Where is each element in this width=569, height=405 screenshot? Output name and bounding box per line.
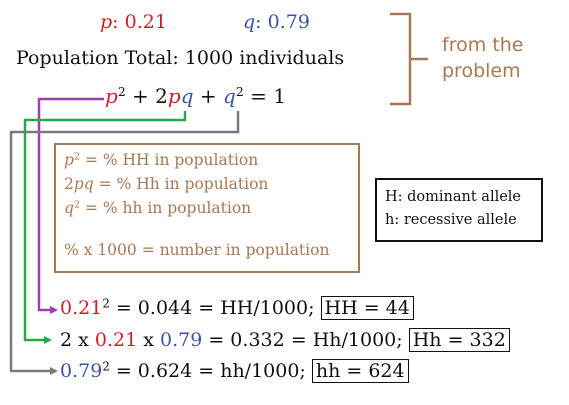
definition-number-in-population: % x 1000 = number in population [64,241,330,259]
recessive-allele-label: h: recessive allele [385,212,517,228]
side-bracket [390,12,412,106]
definition-hh-dominant: p2 = % HH in population [64,151,259,169]
answer-box-hh-dominant: HH = 44 [320,296,414,320]
q-value: 0.79 [267,11,310,33]
result-heterozygous: 2 x 0.21 x 0.79 = 0.332 = Hh/1000; Hh = … [60,328,510,352]
purple-arrow [37,97,104,314]
result-homozygous-recessive: 0.792 = 0.624 = hh/1000; hh = 624 [60,359,409,383]
allele-legend-box: H: dominant allele h: recessive allele [375,178,543,242]
population-total: Population Total: 1000 individuals [16,47,345,69]
green-arrow [23,111,187,344]
p-value-label: p: 0.21 [100,11,167,33]
p-value: 0.21 [124,11,167,33]
gray-arrow [9,111,240,375]
hardy-weinberg-equation: p2 + 2pq + q2 = 1 [105,84,286,108]
p-symbol: p [100,11,113,33]
from-the-problem-note: from the problem [442,34,524,82]
definitions-box [54,143,360,273]
answer-box-hh-recessive: hh = 624 [311,359,409,383]
definition-hh-recessive: q2 = % hh in population [64,199,252,217]
answer-box-heterozygous: Hh = 332 [408,328,510,352]
result-homozygous-dominant: 0.212 = 0.044 = HH/1000; HH = 44 [60,296,414,320]
definition-heterozygous: 2pq = % Hh in population [64,175,269,193]
q-symbol: q [243,11,256,33]
q-value-label: q: 0.79 [243,11,310,33]
dominant-allele-label: H: dominant allele [385,189,522,205]
